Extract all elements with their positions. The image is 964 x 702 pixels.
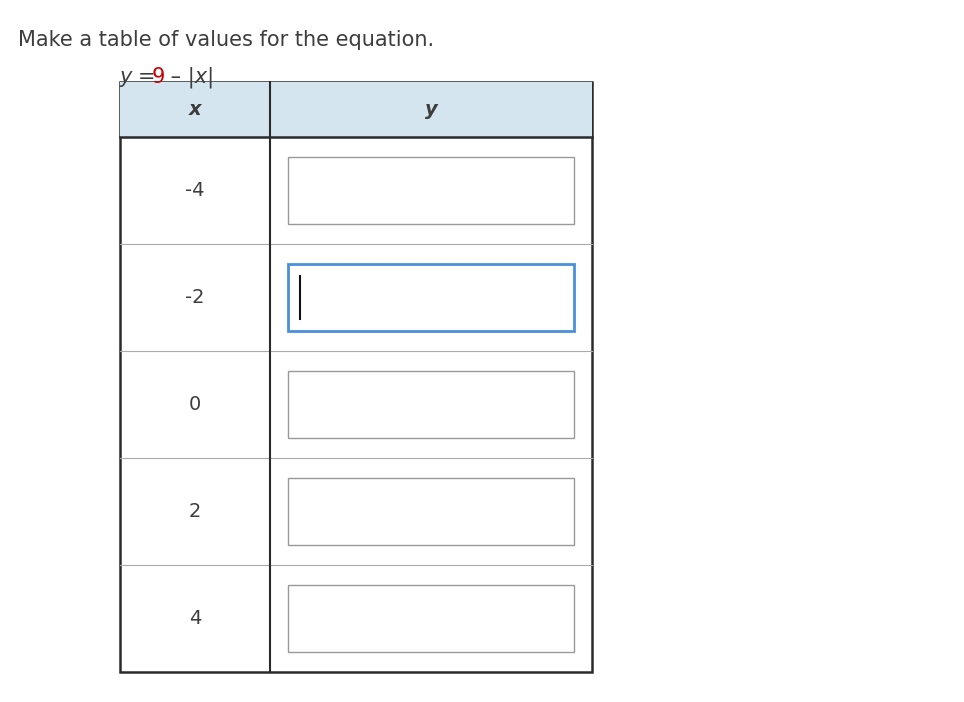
Text: – |x|: – |x|	[164, 67, 214, 88]
Bar	[288, 157, 574, 224]
Text: Make a table of values for the equation.: Make a table of values for the equation.	[18, 30, 434, 50]
Bar	[288, 264, 574, 331]
Bar	[288, 478, 574, 545]
Text: -4: -4	[185, 181, 204, 200]
Text: y =: y =	[120, 67, 163, 87]
Bar	[288, 585, 574, 652]
Bar	[120, 82, 592, 137]
Bar	[288, 371, 574, 438]
Text: -2: -2	[185, 288, 204, 307]
Bar	[120, 82, 592, 672]
Text: x: x	[189, 100, 201, 119]
Text: 9: 9	[152, 67, 166, 87]
Text: 0: 0	[189, 395, 201, 414]
Text: 2: 2	[189, 502, 201, 521]
Text: 4: 4	[189, 609, 201, 628]
Text: y: y	[424, 100, 438, 119]
